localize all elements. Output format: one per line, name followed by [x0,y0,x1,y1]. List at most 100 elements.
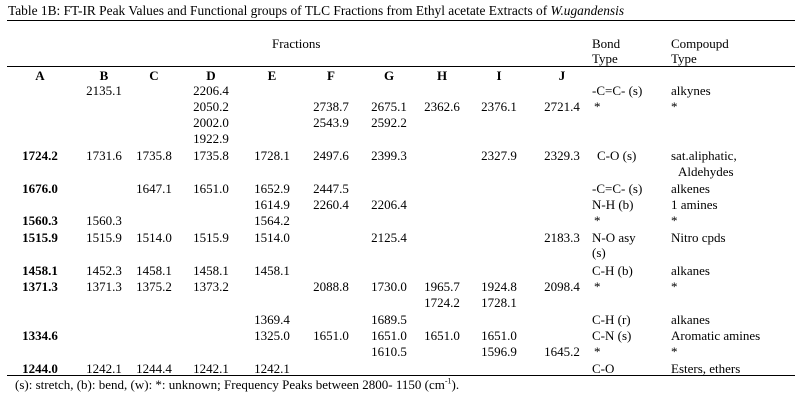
cell-c: 1244.4 [136,361,172,376]
cell-g: 2206.4 [371,197,407,212]
footnote-superscript: -1 [444,376,452,386]
cell-b: 1731.6 [86,148,122,163]
cell-bond-type: C-N (s) [592,328,632,343]
cell-e: 1242.1 [254,361,290,376]
cell-compound-type: Esters, ethers [671,361,741,376]
cell-j: 2329.3 [544,148,580,163]
cell-d: 1922.9 [193,131,229,146]
column-header-b: B [99,68,109,83]
cell-f: 2447.5 [313,181,349,196]
cell-d: 2050.2 [193,99,229,114]
cell-d: 1373.2 [193,279,229,294]
cell-i: 2376.1 [481,99,517,114]
cell-d: 1458.1 [193,263,229,278]
cell-j: 1645.2 [544,344,580,359]
cell-compound-type: * [671,279,678,294]
cell-bond-type: C-H (b) [592,263,633,278]
cell-a: 1244.0 [22,361,58,376]
cell-bond-type: * [594,99,601,114]
cell-b: 1452.3 [86,263,122,278]
cell-f: 2497.6 [313,148,349,163]
footnote-end: ). [451,377,460,392]
table-top-rule [7,20,795,21]
bond-type-header-line1: Bond [592,36,621,51]
caption-species: W.ugandensis [550,3,625,18]
cell-g: 1730.0 [371,279,407,294]
caption-text: Table 1B: FT-IR Peak Values and Function… [8,3,551,18]
cell-f: 2088.8 [313,279,349,294]
cell-e: 1564.2 [254,213,290,228]
cell-i: 1924.8 [481,279,517,294]
cell-b: 1242.1 [86,361,122,376]
cell-f: 2260.4 [313,197,349,212]
cell-a: 1676.0 [22,181,58,196]
cell-g: 1651.0 [371,328,407,343]
cell-bond-type: -C=C- (s) [592,83,643,98]
table-bottom-rule [7,375,795,376]
cell-compound-type: * [671,99,678,114]
cell-d: 1242.1 [193,361,229,376]
cell-h: 1965.7 [424,279,460,294]
cell-g: 1689.5 [371,312,407,327]
cell-e: 1325.0 [254,328,290,343]
cell-d: 2206.4 [193,83,229,98]
cell-f: 2738.7 [313,99,349,114]
cell-bond-type: * [594,344,601,359]
cell-e: 1652.9 [254,181,290,196]
table-header-rule [7,66,795,67]
cell-bond-type: (s) [592,245,606,260]
cell-g: 2592.2 [371,115,407,130]
column-header-j: J [558,68,566,83]
cell-a: 1515.9 [22,230,58,245]
column-header-c: C [149,68,159,83]
cell-e: 1728.1 [254,148,290,163]
cell-a: 1724.2 [22,148,58,163]
cell-a: 1560.3 [22,213,58,228]
cell-compound-type: Aromatic amines [671,328,761,343]
cell-g: 2125.4 [371,230,407,245]
cell-c: 1514.0 [136,230,172,245]
cell-compound-type: 1 amines [671,197,718,212]
cell-e: 1369.4 [254,312,290,327]
compound-type-header-line1: Compoupd [671,36,729,51]
cell-c: 1735.8 [136,148,172,163]
cell-i: 1596.9 [481,344,517,359]
cell-f: 2543.9 [313,115,349,130]
column-header-i: I [496,68,502,83]
cell-compound-type: alkynes [671,83,711,98]
cell-d: 1515.9 [193,230,229,245]
compound-type-header-line2: Type [671,51,697,66]
fractions-header: Fractions [272,36,321,51]
cell-bond-type: C-O [592,361,615,376]
cell-bond-type: C-O (s) [597,148,637,163]
column-header-a: A [35,68,45,83]
cell-a: 1334.6 [22,328,58,343]
column-header-f: F [327,68,335,83]
cell-compound-type: alkenes [671,181,710,196]
cell-c: 1375.2 [136,279,172,294]
cell-i: 1651.0 [481,328,517,343]
cell-b: 2135.1 [86,83,122,98]
column-header-d: D [206,68,216,83]
column-header-e: E [267,68,277,83]
cell-g: 1610.5 [371,344,407,359]
cell-compound-type: * [671,344,678,359]
column-header-h: H [436,68,448,83]
cell-bond-type: -C=C- (s) [592,181,643,196]
cell-e: 1458.1 [254,263,290,278]
cell-b: 1560.3 [86,213,122,228]
table-footnote: (s): stretch, (b): bend, (w): *: unknown… [15,377,459,393]
cell-h: 2362.6 [424,99,460,114]
footnote-text: (s): stretch, (b): bend, (w): *: unknown… [15,377,445,392]
cell-d: 1735.8 [193,148,229,163]
cell-bond-type: * [594,279,601,294]
cell-bond-type: N-H (b) [592,197,634,212]
cell-b: 1515.9 [86,230,122,245]
cell-c: 1458.1 [136,263,172,278]
cell-g: 2675.1 [371,99,407,114]
cell-compound-type: sat.aliphatic, [671,148,737,163]
column-header-g: G [383,68,395,83]
cell-compound-type: alkanes [671,263,710,278]
cell-h: 1651.0 [424,328,460,343]
